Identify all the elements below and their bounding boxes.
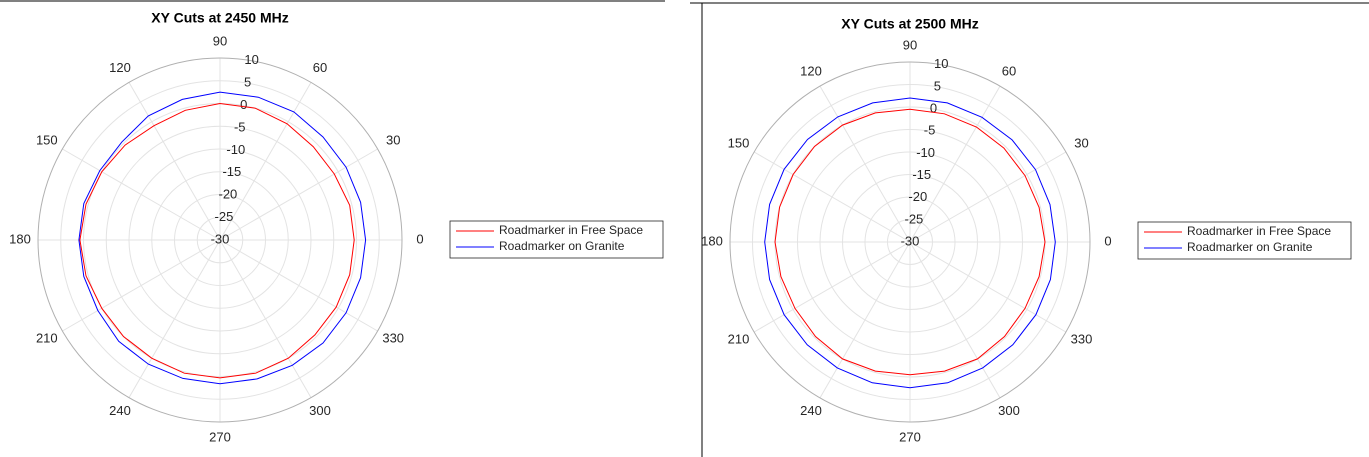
theta-tick-label: 240 — [800, 403, 822, 418]
r-tick-label: -15 — [222, 164, 241, 179]
ring — [37, 57, 403, 423]
r-tick-label: -20 — [908, 189, 927, 204]
chart-title: XY Cuts at 2450 MHz — [151, 10, 288, 26]
ring — [797, 129, 1023, 355]
theta-tick-label: 0 — [1104, 233, 1111, 248]
r-tick-label: -5 — [924, 123, 936, 138]
theta-tick-label: 60 — [1002, 64, 1016, 79]
legend-label: Roadmarker in Free Space — [499, 223, 643, 237]
theta-tick-label: 270 — [209, 429, 231, 444]
theta-tick-label: 120 — [109, 60, 131, 75]
r-tick-label: -15 — [912, 167, 931, 182]
r-tick-label: -5 — [234, 119, 246, 134]
theta-tick-label: 180 — [9, 231, 31, 246]
legend-box — [449, 220, 664, 259]
theta-tick-label: 60 — [313, 60, 327, 75]
r-tick-label: 10 — [244, 52, 258, 67]
theta-tick-label: 330 — [382, 330, 404, 345]
legend: Roadmarker in Free Space Roadmarker on Gr… — [449, 220, 664, 259]
r-tick-label: 0 — [930, 100, 937, 115]
series-line — [79, 102, 355, 379]
legend-label: Roadmarker on Granite — [1187, 240, 1313, 254]
r-tick-label: -30 — [901, 233, 920, 248]
ring — [842, 174, 978, 310]
theta-tick-label: 90 — [903, 37, 917, 52]
ring — [128, 148, 312, 332]
r-tick-label: 5 — [244, 75, 251, 90]
theta-tick-label: 30 — [1074, 135, 1088, 150]
theta-tick-label: 300 — [998, 403, 1020, 418]
legend-label: Roadmarker in Free Space — [1187, 224, 1331, 238]
theta-tick-label: 240 — [109, 403, 131, 418]
ring — [887, 219, 933, 265]
series-line — [774, 108, 1046, 376]
ring — [151, 171, 289, 309]
theta-tick-label: 180 — [701, 233, 723, 248]
series-line — [764, 97, 1056, 389]
theta-tick-label: 330 — [1071, 331, 1093, 346]
r-tick-label: -10 — [226, 142, 245, 157]
r-tick-label: 10 — [934, 56, 948, 71]
r-tick-label: -25 — [905, 211, 924, 226]
ring — [105, 125, 335, 355]
r-tick-label: -20 — [219, 187, 238, 202]
r-tick-label: -10 — [916, 145, 935, 160]
ring — [752, 84, 1068, 400]
theta-tick-label: 150 — [728, 135, 750, 150]
theta-tick-label: 270 — [899, 429, 921, 444]
ring — [196, 216, 244, 264]
legend-label: Roadmarker on Granite — [499, 239, 625, 253]
theta-tick-label: 210 — [728, 331, 750, 346]
theta-tick-label: 90 — [213, 33, 227, 48]
r-tick-label: -30 — [211, 231, 230, 246]
legend: Roadmarker in Free Space Roadmarker on Gr… — [1137, 221, 1352, 260]
theta-tick-label: 0 — [416, 231, 423, 246]
theta-tick-label: 30 — [386, 132, 400, 147]
ring — [174, 194, 266, 286]
ring — [729, 61, 1091, 423]
theta-tick-label: 150 — [36, 132, 58, 147]
ring — [60, 80, 380, 400]
r-tick-label: 0 — [240, 97, 247, 112]
theta-tick-label: 300 — [309, 403, 331, 418]
ring — [864, 196, 956, 288]
r-tick-label: -25 — [215, 209, 234, 224]
legend-box — [1137, 221, 1352, 260]
ring — [819, 151, 1001, 333]
series-line — [78, 91, 367, 385]
theta-tick-label: 120 — [800, 64, 822, 79]
r-tick-label: 5 — [934, 78, 941, 93]
chart-title: XY Cuts at 2500 MHz — [841, 16, 978, 32]
theta-tick-label: 210 — [36, 330, 58, 345]
